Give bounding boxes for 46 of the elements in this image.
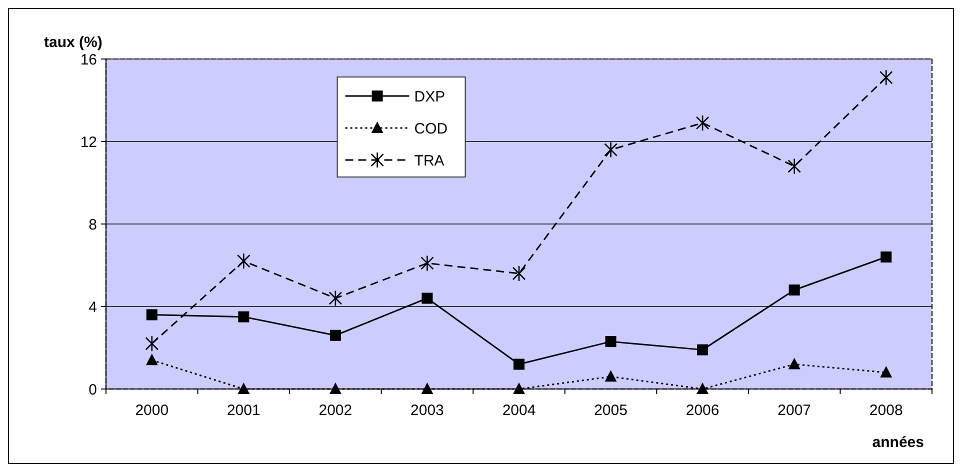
point <box>696 114 710 132</box>
x-tick-label: 2008 <box>869 402 903 419</box>
point <box>329 382 342 394</box>
x-tick-label: 2004 <box>502 402 536 419</box>
x-tick-label: 2007 <box>778 402 812 419</box>
legend-label: DXP <box>414 88 446 106</box>
y-axis-title: taux (%) <box>44 34 102 51</box>
point <box>421 382 434 394</box>
point <box>604 370 617 382</box>
point <box>880 252 892 262</box>
point <box>696 382 709 394</box>
point <box>879 69 893 86</box>
point <box>512 265 526 282</box>
point <box>145 335 159 352</box>
point <box>880 366 892 378</box>
point <box>328 290 342 306</box>
point <box>605 336 616 348</box>
point <box>513 382 525 394</box>
x-tick-label: 2000 <box>135 402 169 419</box>
point <box>788 284 800 296</box>
y-tick-label: 12 <box>80 134 97 151</box>
point <box>604 142 618 158</box>
point <box>422 292 433 304</box>
x-tick-label: 2001 <box>226 402 260 419</box>
point <box>788 358 800 370</box>
x-tick-label: 2002 <box>318 402 352 419</box>
y-tick-label: 8 <box>88 216 97 234</box>
x-tick-label: 2006 <box>686 402 720 419</box>
y-tick-label: 0 <box>88 381 97 398</box>
point <box>237 252 250 270</box>
point <box>514 358 524 370</box>
point <box>146 354 158 366</box>
point <box>238 311 250 322</box>
y-tick-label: 4 <box>88 298 97 316</box>
point <box>788 158 801 174</box>
legend-label: COD <box>414 120 448 138</box>
y-tick-label: 16 <box>80 51 97 68</box>
x-axis-title: années <box>872 434 924 451</box>
point <box>420 255 434 272</box>
x-tick-label: 2003 <box>410 402 444 419</box>
x-tick-label: 2005 <box>594 402 628 419</box>
point <box>330 330 341 341</box>
point <box>697 344 708 356</box>
point <box>238 382 250 394</box>
legend-label: TRA <box>414 152 444 170</box>
point <box>146 309 158 320</box>
